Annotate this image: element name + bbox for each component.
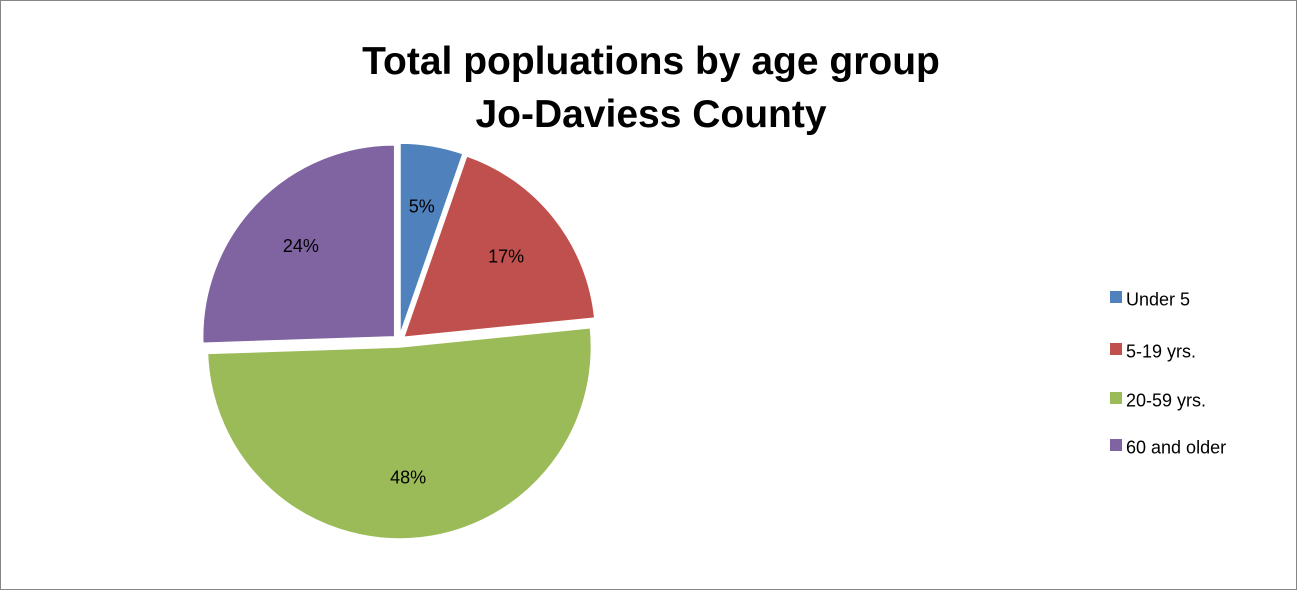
slice-label-5-19: 17% [488, 246, 524, 266]
slice-label-under-5: 5% [409, 196, 435, 216]
pie-slice-under-5 [399, 142, 464, 336]
legend-swatch-20-59 [1110, 392, 1122, 405]
pie-slice-5-19 [402, 154, 596, 339]
legend-item-5-19: 5-19 yrs. [1110, 338, 1196, 362]
slice-label-20-59: 48% [390, 467, 426, 487]
chart-title-line-2: Jo-Daviess County [475, 93, 827, 136]
legend-label-20-59: 20-59 yrs. [1126, 390, 1207, 411]
legend-item-20-59: 20-59 yrs. [1110, 387, 1206, 411]
legend-swatch-under-5 [1110, 291, 1122, 304]
legend-item-under-5: Under 5 [1110, 286, 1190, 310]
chart-title-line-1: Total popluations by age group [362, 40, 940, 83]
legend-label-60-older: 60 and older [1126, 437, 1227, 458]
pie-slice-20-59 [206, 326, 593, 540]
legend-label-under-5: Under 5 [1126, 289, 1191, 310]
legend-swatch-60-older [1110, 439, 1122, 452]
legend-label-5-19: 5-19 yrs. [1126, 341, 1197, 362]
chart-title: Total popluations by age group Jo-Davies… [301, 35, 1001, 141]
slice-label-60-older: 24% [283, 236, 319, 256]
legend-swatch-5-19 [1110, 343, 1122, 356]
legend-item-60-older: 60 and older [1110, 434, 1226, 458]
pie-slice-60-older [202, 144, 396, 345]
